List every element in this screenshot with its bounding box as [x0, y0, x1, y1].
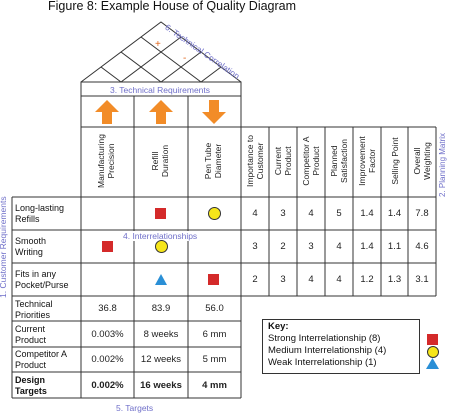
roof: [80, 21, 242, 83]
planning-cell: 4: [252, 208, 258, 219]
target-row-label-priorities: Technical Priorities: [15, 299, 53, 320]
key-legend: [262, 319, 420, 374]
planning-cell: 3: [252, 241, 258, 252]
planning-header-current: Current Product: [273, 146, 293, 176]
arrow-up-icon: [95, 100, 119, 124]
strong-relation-icon: [102, 241, 113, 252]
planning-cell: 1.4: [360, 241, 374, 252]
planning-header-improvement: Improvement Factor: [357, 136, 377, 186]
customer-req-fits-pocket: Fits in any Pocket/Purse: [15, 269, 69, 290]
interrelationships-label: 4. Interrelationships: [122, 231, 199, 241]
planning-cell: 4.6: [415, 241, 429, 252]
planning-cell: 3: [280, 274, 286, 285]
medium-relation-icon: [427, 346, 439, 358]
key-weak-label: Weak Interrelationship (1): [268, 357, 377, 368]
planning-header-overall: Overall Weighting: [412, 142, 432, 180]
planning-cell: 3: [308, 241, 314, 252]
planning-cell: 3: [280, 208, 286, 219]
planning-cell: 4: [336, 274, 342, 285]
target-cell: 12 weeks: [140, 354, 182, 365]
planning-matrix-label: 2. Planning Matrix: [438, 132, 447, 197]
roof-positive-correlation: +: [155, 39, 161, 50]
key-strong-label: Strong Interrelationship (8): [268, 333, 381, 344]
target-cell: 4 mm: [202, 379, 227, 391]
target-row-label-competitor: Competitor A Product: [15, 349, 68, 370]
planning-cell: 2: [280, 241, 286, 252]
target-row-label-current: Current Product: [15, 324, 47, 345]
key-title: Key:: [268, 321, 289, 332]
planning-cell: 1.2: [360, 274, 374, 285]
planning-header-planned: Planned Satisfaction: [329, 139, 349, 183]
planning-cell: 1.1: [387, 241, 402, 252]
tech-req-pen-tube-diameter: Pen Tube Diameter: [203, 142, 223, 180]
planning-cell: 2: [252, 274, 258, 285]
planning-cell: 5: [336, 208, 342, 219]
key-medium-label: Medium Interrelationship (4): [268, 345, 387, 356]
planning-cell: 1.3: [387, 274, 402, 285]
customer-req-smooth-writing: Smooth Writing: [15, 236, 47, 257]
target-cell: 6 mm: [202, 328, 227, 340]
technical-requirements-label: 3. Technical Requirements: [110, 85, 211, 95]
targets-label: 5. Targets: [116, 403, 154, 413]
strong-relation-icon: [427, 334, 438, 345]
weak-relation-icon: [426, 358, 439, 369]
roof-negative-correlation: -: [183, 53, 187, 64]
tech-req-refill-duration: Refill Duration: [150, 144, 170, 178]
strong-relation-icon: [155, 208, 166, 219]
arrow-up-icon: [149, 100, 173, 124]
target-cell: 8 weeks: [143, 328, 179, 340]
planning-cell: 1.4: [360, 208, 374, 219]
planning-header-selling-point: Selling Point: [390, 137, 400, 185]
medium-relation-icon: [208, 207, 221, 220]
planning-cell: 3.1: [415, 274, 429, 285]
target-cell: 36.8: [98, 303, 117, 314]
target-row-label-design: Design Targets: [15, 375, 47, 396]
strong-relation-icon: [208, 274, 219, 285]
target-cell: 5 mm: [202, 354, 227, 365]
medium-relation-icon: [155, 240, 168, 253]
arrow-down-icon: [202, 100, 226, 124]
planning-cell: 4: [308, 208, 314, 219]
planning-cell: 7.8: [415, 208, 429, 219]
target-cell: 56.0: [205, 303, 224, 314]
target-cell: 0.003%: [91, 328, 124, 340]
customer-req-long-lasting: Long-lasting Refills: [15, 203, 65, 224]
planning-header-importance: Importance to Customer: [245, 135, 265, 187]
customer-requirements-label: 1. Customer Requirements: [0, 196, 8, 298]
figure-title: Figure 8: Example House of Quality Diagr…: [48, 0, 297, 13]
target-cell: 16 weeks: [140, 379, 182, 391]
target-cell: 0.002%: [91, 379, 124, 391]
planning-cell: 4: [308, 274, 314, 285]
target-cell: 0.002%: [91, 354, 124, 365]
planning-cell: 1.4: [387, 208, 402, 219]
planning-header-competitor: Competitor A Product: [301, 136, 321, 186]
tech-req-manufacturing-precision: Manufacturing Precision: [96, 134, 116, 188]
target-cell: 83.9: [151, 303, 171, 314]
weak-relation-icon: [155, 274, 167, 285]
planning-cell: 4: [336, 241, 342, 252]
